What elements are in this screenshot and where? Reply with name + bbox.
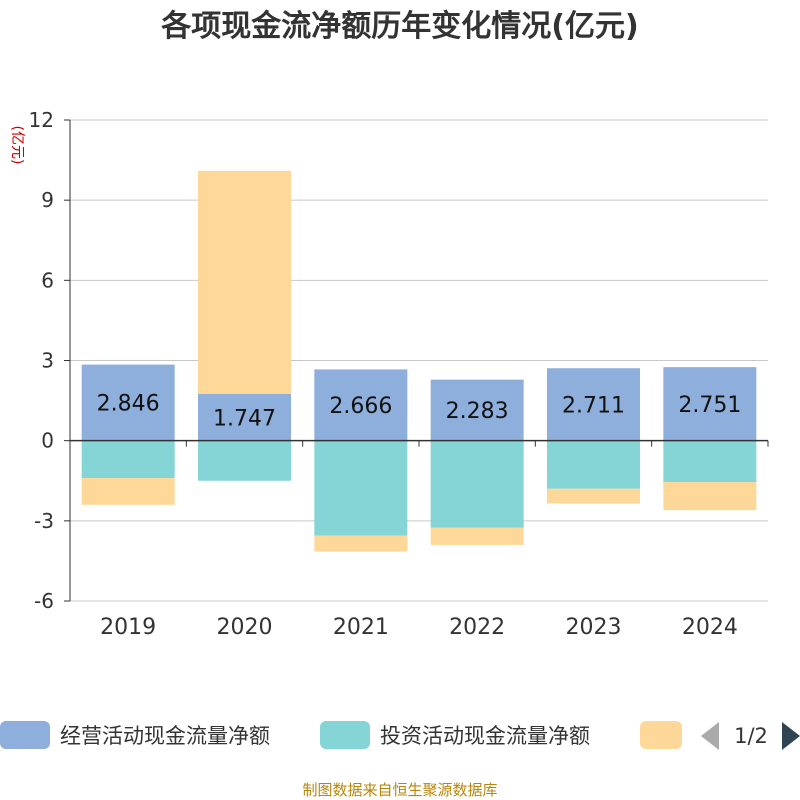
y-tick-label: 9 [41, 188, 54, 212]
bar-segment [430, 379, 524, 441]
bar-segment [314, 440, 408, 536]
grid [70, 119, 768, 602]
legend-label[interactable]: 投资活动现金流量净额 [380, 724, 590, 748]
y-tick-label: -3 [34, 509, 54, 533]
bar-segment [314, 535, 408, 552]
x-tick-label: 2021 [333, 615, 389, 640]
x-tick-label: 2023 [566, 615, 622, 640]
bar-segment [430, 440, 524, 528]
data-label: 1.747 [213, 406, 276, 431]
data-label: 2.846 [97, 392, 160, 417]
legend-label[interactable]: 经营活动现金流量净额 [60, 724, 270, 748]
bars: 2.846 1.747 2.666 2.283 2.711 2.751 [81, 170, 757, 552]
y-tick-label: 0 [41, 429, 54, 453]
y-tick-label: -6 [34, 589, 54, 613]
x-tick-label: 2019 [100, 615, 156, 640]
bar-segment [547, 488, 640, 504]
legend[interactable]: 经营活动现金流量净额 投资活动现金流量净额 1/2 [0, 721, 800, 750]
bar-segment [547, 368, 640, 441]
bar-segment [198, 440, 291, 481]
bar-segment [663, 367, 757, 441]
data-label: 2.751 [678, 393, 741, 418]
bar-segment [314, 369, 408, 441]
data-label: 2.666 [329, 394, 392, 419]
x-tick-label: 2020 [217, 615, 273, 640]
page-prev-icon[interactable] [701, 722, 719, 750]
legend-page-indicator: 1/2 [734, 724, 768, 748]
bar-segment [547, 440, 640, 489]
legend-swatch[interactable] [0, 721, 50, 749]
bar-segment [198, 393, 291, 441]
data-label: 2.711 [562, 393, 625, 418]
legend-swatch[interactable] [320, 721, 370, 749]
x-tick-label: 2022 [449, 615, 505, 640]
bar-segment [198, 170, 291, 394]
axes: 12 9 6 3 0 -3 -6 2019 2020 2021 2022 2023 2024 [29, 108, 769, 640]
x-tick-label: 2024 [682, 615, 738, 640]
bar-segment [663, 482, 757, 511]
bar-segment [430, 527, 524, 545]
bar-segment [81, 364, 175, 441]
y-axis-label: (亿元) [9, 126, 25, 165]
bar-segment [81, 440, 175, 479]
y-tick-label: 12 [29, 108, 54, 132]
bar-segment [81, 478, 175, 505]
chart-title: 各项现金流净额历年变化情况(亿元) [160, 9, 638, 44]
page-next-icon[interactable] [782, 722, 800, 750]
bar-segment [663, 440, 757, 483]
y-tick-label: 6 [41, 268, 54, 292]
data-source: 制图数据来自恒生聚源数据库 [302, 781, 497, 799]
y-tick-label: 3 [41, 349, 54, 373]
data-label: 2.283 [446, 399, 509, 424]
legend-swatch[interactable] [640, 721, 682, 749]
